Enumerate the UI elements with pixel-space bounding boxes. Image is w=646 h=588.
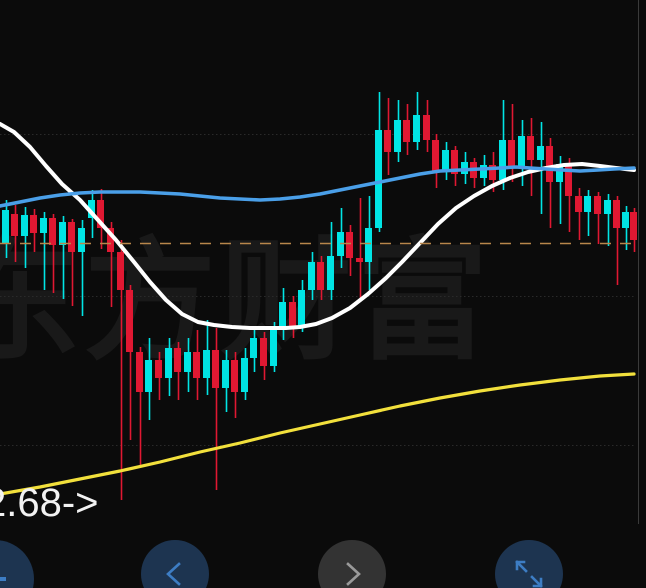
fullscreen-button[interactable] xyxy=(495,540,563,588)
chart-toolbar xyxy=(0,524,646,588)
chevron-right-icon xyxy=(346,562,361,586)
chevron-left-icon xyxy=(166,562,181,586)
candlestick-chart[interactable]: 东方财富 2.68-> xyxy=(0,0,646,524)
next-button[interactable] xyxy=(318,540,386,588)
moving-average-lines xyxy=(0,122,636,496)
prev-button[interactable] xyxy=(141,540,209,588)
gridlines xyxy=(0,134,634,446)
expand-arrows-icon xyxy=(515,560,543,588)
candlestick-series xyxy=(2,92,637,500)
price-marker-label: 2.68-> xyxy=(0,481,99,524)
panel-divider xyxy=(638,0,639,588)
minus-icon xyxy=(0,577,6,581)
chart-canvas[interactable] xyxy=(0,0,646,524)
zoom-out-button[interactable] xyxy=(0,540,34,588)
